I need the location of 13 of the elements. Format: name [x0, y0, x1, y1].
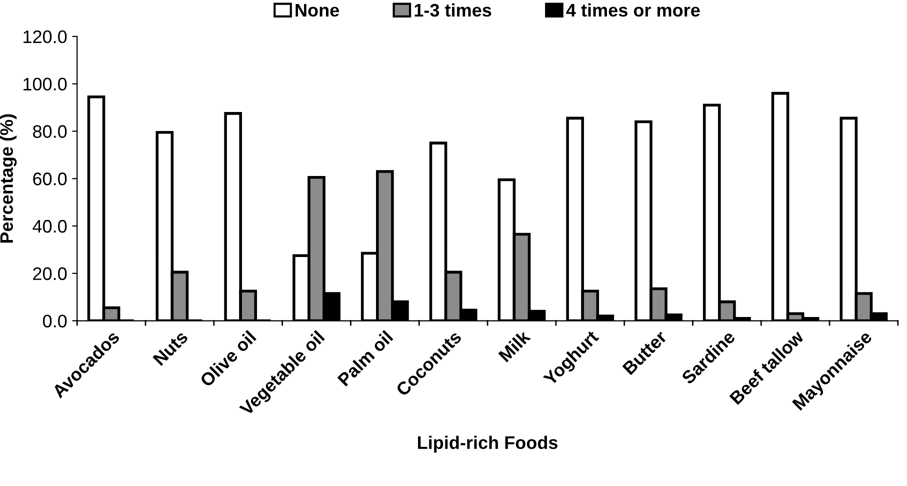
legend-label: 4 times or more	[566, 3, 700, 17]
y-tick-label: 100.0	[24, 78, 67, 91]
y-tick-label: 60.0	[33, 172, 67, 186]
y-tick-label: 120.0	[24, 30, 67, 44]
legend-label: 1-3 times	[414, 3, 492, 17]
x-axis-title: Lipid-rich Foods	[418, 436, 558, 453]
y-tick-label: 80.0	[33, 125, 67, 138]
y-tick-label: 20.0	[33, 267, 67, 280]
y-axis-title: Percentage (%)	[0, 114, 17, 243]
y-tick-label: 0.0	[42, 314, 67, 328]
y-tick-label: 40.0	[32, 220, 67, 233]
x-tick-label: Milk	[498, 329, 531, 362]
legend-label: None	[296, 4, 340, 17]
